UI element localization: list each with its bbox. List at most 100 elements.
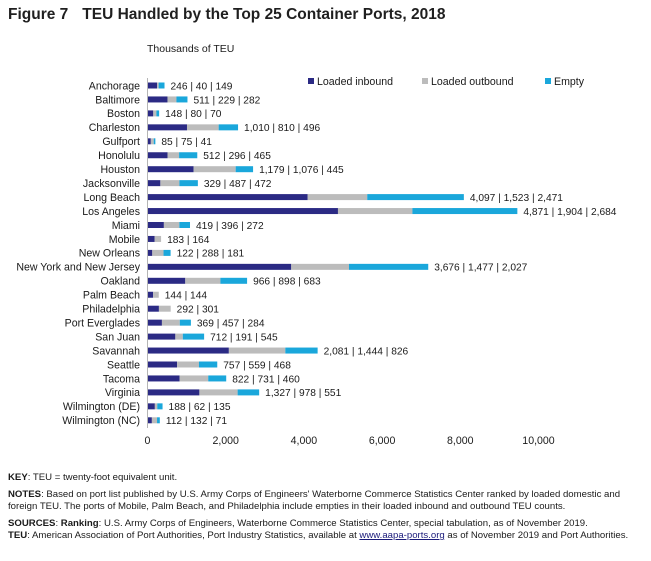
bar-seattle-loaded-outbound bbox=[177, 361, 199, 368]
bar-philadelphia-loaded-inbound bbox=[147, 305, 159, 312]
bar-san-juan-empty bbox=[182, 333, 205, 340]
bars bbox=[147, 82, 518, 424]
bar-long-beach-empty bbox=[367, 194, 464, 201]
bar-jacksonville-loaded-inbound bbox=[147, 180, 161, 187]
data-label-philadelphia: 292 | 301 bbox=[177, 305, 220, 316]
aapa-link[interactable]: www.aapa-ports.org bbox=[359, 530, 445, 541]
notes-label: NOTES bbox=[8, 489, 42, 500]
bar-new-york-and-new-jersey-empty bbox=[348, 263, 429, 270]
sources-label: SOURCES bbox=[8, 518, 56, 529]
bar-seattle-empty bbox=[198, 361, 218, 368]
y-label-houston: Houston bbox=[101, 164, 141, 176]
y-label-philadelphia: Philadelphia bbox=[82, 304, 140, 316]
y-label-seattle: Seattle bbox=[107, 359, 140, 371]
y-label-oakland: Oakland bbox=[101, 276, 141, 288]
bar-gulfport-empty bbox=[153, 138, 156, 145]
bar-oakland-loaded-inbound bbox=[147, 277, 186, 284]
bar-palm-beach-loaded-inbound bbox=[147, 291, 154, 298]
legend: Loaded inbound Loaded outbound Empty bbox=[308, 76, 585, 88]
y-label-long-beach: Long Beach bbox=[83, 192, 140, 204]
unit-label: Thousands of TEU bbox=[147, 43, 234, 55]
bar-boston-loaded-inbound bbox=[147, 110, 154, 117]
bar-port-everglades-empty bbox=[179, 319, 191, 326]
y-label-miami: Miami bbox=[112, 220, 140, 232]
data-label-virginia: 1,327 | 978 | 551 bbox=[265, 388, 341, 399]
y-label-mobile: Mobile bbox=[109, 234, 140, 246]
data-label-oakland: 966 | 898 | 683 bbox=[253, 277, 321, 288]
bar-los-angeles-loaded-outbound bbox=[337, 208, 413, 215]
bar-virginia-loaded-inbound bbox=[147, 389, 200, 396]
y-label-port-everglades: Port Everglades bbox=[65, 317, 140, 329]
bar-miami-loaded-outbound bbox=[163, 222, 180, 228]
bar-long-beach-loaded-inbound bbox=[147, 194, 308, 201]
y-label-palm-beach: Palm Beach bbox=[83, 290, 140, 302]
bar-houston-loaded-inbound bbox=[147, 166, 194, 173]
y-axis-labels: Anchorage Baltimore Boston Charleston Gulfpo… bbox=[16, 80, 140, 427]
bar-new-orleans-empty bbox=[163, 249, 171, 256]
data-labels: 246 | 40 | 149 511 | 229 | 282 148 | 80 | … bbox=[161, 81, 616, 427]
bar-mobile-loaded-inbound bbox=[147, 235, 155, 242]
x-tick-label: 0 bbox=[145, 435, 151, 447]
bar-palm-beach-loaded-outbound bbox=[153, 291, 159, 298]
bar-houston-empty bbox=[235, 166, 254, 173]
y-label-wilmington-de: Wilmington (DE) bbox=[63, 401, 140, 413]
bar-oakland-empty bbox=[220, 277, 248, 284]
data-label-houston: 1,179 | 1,076 | 445 bbox=[259, 165, 344, 176]
x-tick-label: 10,000 bbox=[522, 435, 555, 447]
legend-item-loaded-outbound: Loaded outbound bbox=[422, 76, 514, 88]
data-label-miami: 419 | 396 | 272 bbox=[196, 221, 264, 232]
bar-baltimore-loaded-inbound bbox=[147, 96, 168, 103]
y-label-boston: Boston bbox=[107, 108, 140, 120]
bar-honolulu-loaded-outbound bbox=[167, 152, 180, 159]
bar-los-angeles-loaded-inbound bbox=[147, 208, 338, 215]
data-label-new-orleans: 122 | 288 | 181 bbox=[177, 249, 245, 260]
stacked-bar-chart: Thousands of TEU Loaded inbound Loaded ou… bbox=[16, 43, 616, 447]
bar-boston-loaded-outbound bbox=[153, 110, 157, 117]
legend-label-empty: Empty bbox=[554, 76, 585, 88]
bar-san-juan-loaded-outbound bbox=[175, 333, 183, 340]
bar-anchorage-loaded-outbound bbox=[157, 82, 159, 89]
bar-wilmington-de-loaded-inbound bbox=[147, 403, 155, 410]
bar-tacoma-loaded-outbound bbox=[179, 375, 209, 382]
y-label-los-angeles: Los Angeles bbox=[82, 206, 140, 218]
data-label-mobile: 183 | 164 bbox=[167, 235, 210, 246]
data-label-gulfport: 85 | 75 | 41 bbox=[161, 137, 212, 148]
data-label-palm-beach: 144 | 144 bbox=[165, 291, 208, 302]
bar-miami-empty bbox=[179, 222, 191, 228]
teu-text: : American Association of Port Authoriti… bbox=[27, 530, 360, 541]
y-label-honolulu: Honolulu bbox=[98, 150, 140, 162]
bar-jacksonville-empty bbox=[179, 180, 198, 187]
bar-san-juan-loaded-inbound bbox=[147, 333, 176, 340]
ranking-label: Ranking bbox=[60, 518, 99, 529]
figure-title: Figure 7 TEU Handled by the Top 25 Contai… bbox=[8, 6, 445, 24]
data-label-baltimore: 511 | 229 | 282 bbox=[193, 95, 260, 106]
bar-port-everglades-loaded-inbound bbox=[147, 319, 162, 326]
teu-label: TEU bbox=[8, 530, 28, 541]
bar-charleston-loaded-outbound bbox=[186, 124, 219, 131]
bar-seattle-loaded-inbound bbox=[147, 361, 178, 368]
data-label-san-juan: 712 | 191 | 545 bbox=[210, 332, 278, 343]
y-label-charleston: Charleston bbox=[89, 122, 140, 134]
bar-new-york-and-new-jersey-loaded-inbound bbox=[147, 263, 292, 270]
sources-sep: : bbox=[55, 518, 61, 529]
y-label-baltimore: Baltimore bbox=[95, 94, 140, 106]
figure-title-text: TEU Handled by the Top 25 Container Port… bbox=[82, 6, 446, 23]
sources-paragraph: SOURCES: Ranking: U.S. Army Corps of Eng… bbox=[8, 518, 644, 542]
data-label-long-beach: 4,097 | 1,523 | 2,471 bbox=[470, 193, 563, 204]
bar-miami-loaded-inbound bbox=[147, 222, 164, 228]
bar-honolulu-empty bbox=[179, 152, 198, 159]
figure-number: Figure 7 bbox=[8, 6, 69, 23]
data-label-charleston: 1,010 | 810 | 496 bbox=[244, 123, 320, 134]
bar-charleston-loaded-inbound bbox=[147, 124, 187, 131]
y-label-new-orleans: New Orleans bbox=[79, 248, 140, 260]
bar-houston-loaded-outbound bbox=[193, 166, 236, 173]
teu-text-end: as of November 2019 and Port Authorities… bbox=[444, 530, 629, 541]
data-label-honolulu: 512 | 296 | 465 bbox=[203, 151, 271, 162]
data-label-tacoma: 822 | 731 | 460 bbox=[232, 374, 300, 385]
data-label-wilmington-nc: 112 | 132 | 71 bbox=[166, 416, 228, 427]
data-label-anchorage: 246 | 40 | 149 bbox=[171, 81, 233, 92]
bar-new-orleans-loaded-outbound bbox=[152, 249, 164, 256]
bar-jacksonville-loaded-outbound bbox=[160, 180, 180, 187]
bar-savannah-loaded-outbound bbox=[228, 347, 286, 354]
bar-los-angeles-empty bbox=[412, 208, 518, 215]
